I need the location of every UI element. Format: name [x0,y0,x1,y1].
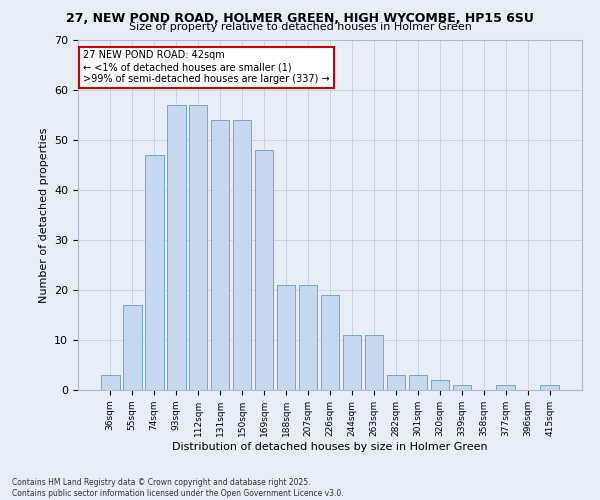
Bar [167,105,185,390]
Text: 27 NEW POND ROAD: 42sqm
← <1% of detached houses are smaller (1)
>99% of semi-de: 27 NEW POND ROAD: 42sqm ← <1% of detache… [83,50,329,84]
Bar [145,155,164,390]
Bar [320,295,340,390]
Bar [101,375,119,390]
Bar [123,305,142,390]
Bar [255,150,274,390]
X-axis label: Distribution of detached houses by size in Holmer Green: Distribution of detached houses by size … [172,442,488,452]
Bar [343,335,361,390]
Bar [233,120,251,390]
Bar [496,385,515,390]
Text: Size of property relative to detached houses in Holmer Green: Size of property relative to detached ho… [128,22,472,32]
Bar [431,380,449,390]
Bar [409,375,427,390]
Y-axis label: Number of detached properties: Number of detached properties [38,128,49,302]
Text: 27, NEW POND ROAD, HOLMER GREEN, HIGH WYCOMBE, HP15 6SU: 27, NEW POND ROAD, HOLMER GREEN, HIGH WY… [66,12,534,26]
Bar [299,285,317,390]
Bar [541,385,559,390]
Bar [189,105,208,390]
Bar [211,120,229,390]
Bar [277,285,295,390]
Text: Contains HM Land Registry data © Crown copyright and database right 2025.
Contai: Contains HM Land Registry data © Crown c… [12,478,344,498]
Bar [452,385,471,390]
Bar [365,335,383,390]
Bar [386,375,405,390]
